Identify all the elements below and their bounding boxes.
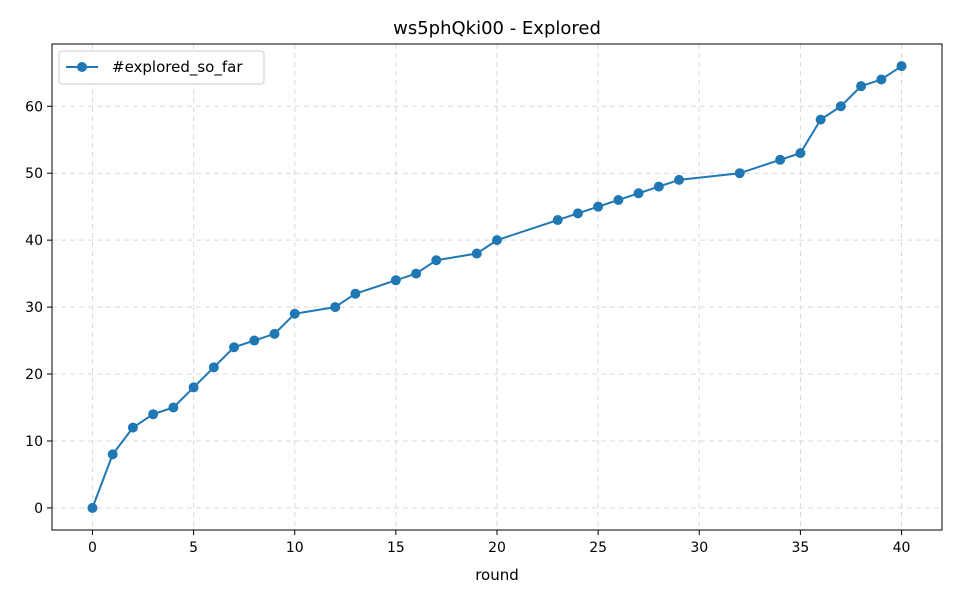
data-point xyxy=(815,114,826,125)
legend: #explored_so_far xyxy=(58,50,265,85)
y-tick-label: 50 xyxy=(25,166,43,182)
data-point xyxy=(471,248,482,259)
y-axis-ticks: 0 10 20 30 40 50 60 xyxy=(25,99,52,517)
data-point xyxy=(188,382,199,393)
x-tick-label: 15 xyxy=(387,540,405,556)
data-point xyxy=(653,181,664,192)
series-layer xyxy=(87,61,907,513)
x-axis-label: round xyxy=(475,566,519,584)
data-point xyxy=(492,235,502,246)
data-point xyxy=(431,255,442,266)
plot-frame xyxy=(51,43,943,531)
data-point xyxy=(593,201,604,212)
data-point xyxy=(795,148,806,159)
x-tick-label: 10 xyxy=(286,540,304,556)
legend-label: #explored_so_far xyxy=(112,58,243,77)
data-point xyxy=(896,61,907,72)
data-point xyxy=(350,288,361,299)
data-point xyxy=(775,154,786,165)
data-point xyxy=(148,409,159,420)
x-tick-label: 35 xyxy=(791,540,809,556)
legend-marker-swatch xyxy=(77,62,87,72)
data-point xyxy=(208,362,219,373)
legend-box xyxy=(58,50,265,85)
data-point xyxy=(876,74,887,85)
data-point xyxy=(633,188,644,199)
x-tick-label: 5 xyxy=(189,540,198,556)
y-tick-label: 60 xyxy=(25,99,43,115)
y-tick-label: 40 xyxy=(25,233,43,249)
y-tick-label: 0 xyxy=(34,501,43,517)
data-point xyxy=(674,174,685,185)
data-point xyxy=(572,208,583,219)
y-tick-label: 20 xyxy=(25,367,43,383)
data-point xyxy=(613,194,624,205)
x-axis-ticks: 0 5 10 15 20 25 30 35 40 xyxy=(88,530,910,556)
data-point xyxy=(289,308,300,319)
y-tick-label: 30 xyxy=(25,300,43,316)
data-point xyxy=(835,101,846,112)
data-point xyxy=(552,215,563,226)
data-point xyxy=(127,422,138,433)
data-point xyxy=(390,275,401,286)
data-point xyxy=(107,449,118,460)
x-tick-label: 0 xyxy=(88,540,97,556)
x-tick-label: 30 xyxy=(690,540,708,556)
chart-title: ws5phQki00 - Explored xyxy=(393,18,601,39)
data-point xyxy=(87,502,98,513)
y-tick-label: 10 xyxy=(25,434,43,450)
x-tick-label: 25 xyxy=(589,540,607,556)
data-point xyxy=(269,328,280,339)
data-point xyxy=(330,302,341,313)
data-point xyxy=(249,335,260,346)
x-tick-label: 40 xyxy=(893,540,911,556)
data-point xyxy=(229,342,240,353)
data-point xyxy=(856,81,867,92)
data-point xyxy=(168,402,179,413)
data-point xyxy=(734,168,745,179)
data-point xyxy=(411,268,422,279)
x-tick-label: 20 xyxy=(488,540,506,556)
